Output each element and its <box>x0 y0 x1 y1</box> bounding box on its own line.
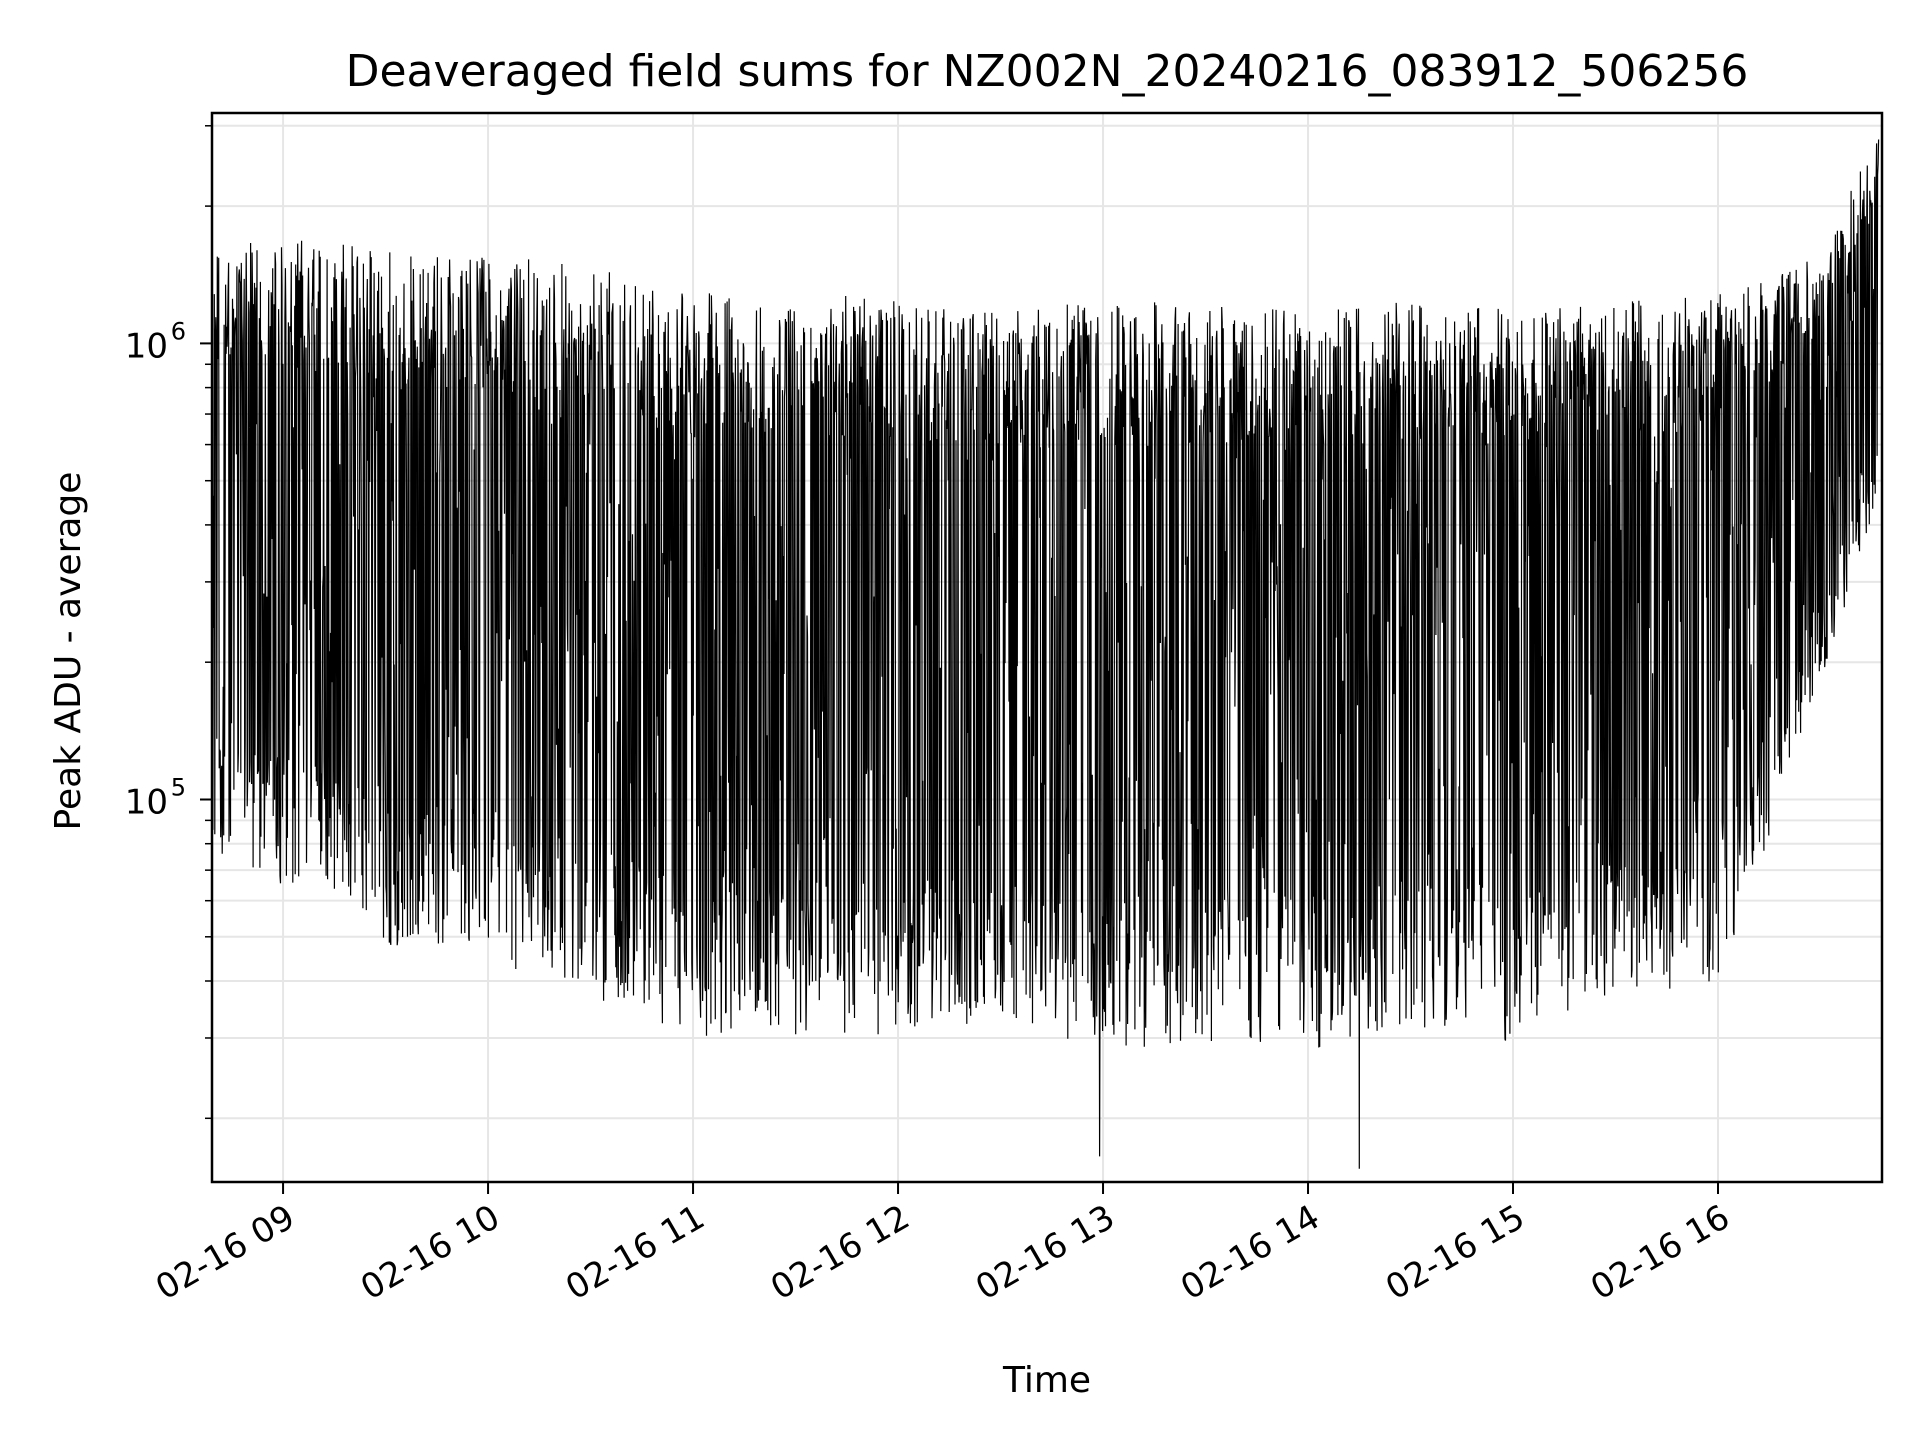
series-line <box>211 139 1880 1169</box>
y-tick-exponent: 5 <box>171 773 186 801</box>
y-axis-label: Peak ADU - average <box>48 472 89 831</box>
y-tick-exponent: 6 <box>171 317 186 345</box>
plot-area <box>210 111 1884 1184</box>
chart-title: Deaveraged field sums for NZ002N_2024021… <box>346 46 1749 97</box>
y-tick-label: 10 <box>125 326 168 366</box>
x-axis-label: Time <box>1002 1360 1091 1401</box>
y-tick-label: 10 <box>125 782 168 822</box>
series-group <box>211 139 1880 1169</box>
